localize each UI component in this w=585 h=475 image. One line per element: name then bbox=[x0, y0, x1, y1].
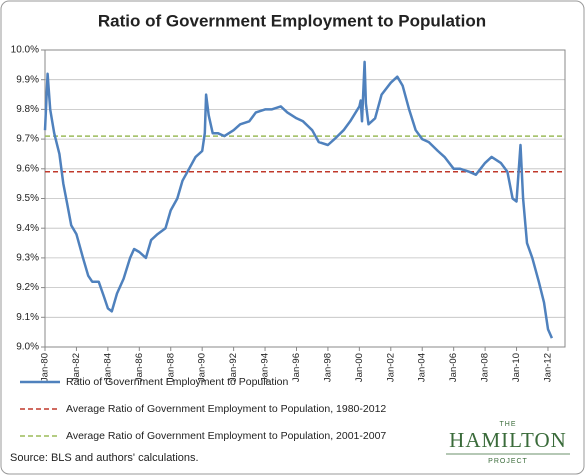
x-tick-label: Jan-06 bbox=[448, 353, 459, 382]
chart-title: Ratio of Government Employment to Popula… bbox=[98, 11, 486, 30]
y-tick-label: 9.6% bbox=[16, 163, 39, 174]
x-tick-label: Jan-84 bbox=[102, 353, 113, 382]
legend-label: Average Ratio of Government Employment t… bbox=[66, 430, 386, 442]
plot-border bbox=[44, 49, 566, 348]
y-tick-label: 10.0% bbox=[11, 45, 39, 56]
legend-label: Ratio of Government Employment to Popula… bbox=[66, 376, 289, 388]
logo-bottom: PROJECT bbox=[488, 458, 528, 465]
x-tick-label: Jan-98 bbox=[322, 353, 333, 382]
x-tick-label: Jan-96 bbox=[291, 353, 302, 382]
source-note: Source: BLS and authors' calculations. bbox=[10, 452, 199, 464]
y-tick-label: 9.7% bbox=[16, 134, 39, 145]
x-tick-label: Jan-80 bbox=[40, 353, 51, 382]
x-tick-label: Jan-94 bbox=[260, 353, 271, 382]
logo-name: HAMILTON bbox=[449, 428, 567, 452]
y-tick-label: 9.3% bbox=[16, 253, 39, 264]
x-tick-label: Jan-12 bbox=[542, 353, 553, 382]
x-tick-label: Jan-92 bbox=[228, 353, 239, 382]
y-tick-label: 9.9% bbox=[16, 74, 39, 85]
x-tick-label: Jan-82 bbox=[71, 353, 82, 382]
legend-item: Ratio of Government Employment to Popula… bbox=[20, 376, 289, 388]
x-tick-label: Jan-00 bbox=[354, 353, 365, 382]
y-tick-label: 9.2% bbox=[16, 282, 39, 293]
legend-item: Average Ratio of Government Employment t… bbox=[20, 430, 386, 442]
data-line bbox=[43, 60, 554, 339]
x-tick-label: Jan-88 bbox=[165, 353, 176, 382]
logo: THE HAMILTON PROJECT bbox=[446, 421, 570, 465]
x-tick-label: Jan-90 bbox=[197, 353, 208, 382]
x-tick-label: Jan-04 bbox=[417, 353, 428, 382]
x-tick-label: Jan-10 bbox=[511, 353, 522, 382]
y-tick-label: 9.8% bbox=[16, 104, 39, 115]
x-tick-label: Jan-08 bbox=[480, 353, 491, 382]
y-tick-label: 9.0% bbox=[16, 342, 39, 353]
y-tick-label: 9.4% bbox=[16, 223, 39, 234]
legend-item: Average Ratio of Government Employment t… bbox=[20, 403, 386, 415]
y-tick-label: 9.1% bbox=[16, 312, 39, 323]
logo-top: THE bbox=[500, 421, 517, 428]
x-tick-label: Jan-02 bbox=[385, 353, 396, 382]
legend-label: Average Ratio of Government Employment t… bbox=[66, 403, 386, 415]
x-tick-label: Jan-86 bbox=[134, 353, 145, 382]
y-tick-label: 9.5% bbox=[16, 193, 39, 204]
